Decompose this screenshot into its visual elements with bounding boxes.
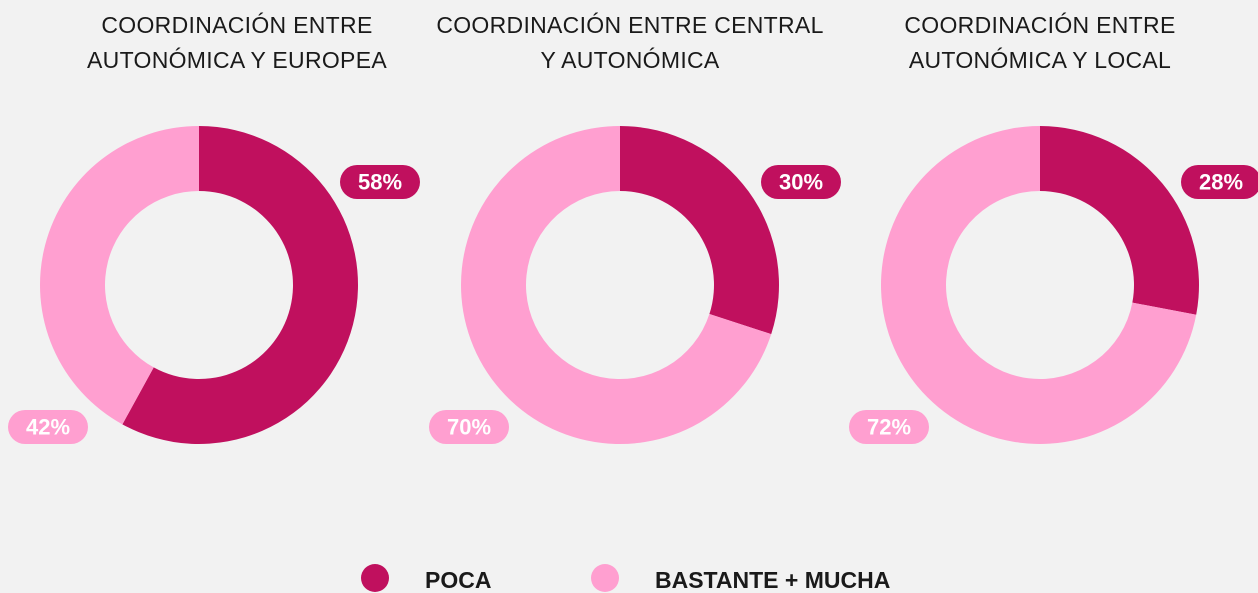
legend-label: POCA [425,567,491,593]
label-pill [849,410,929,444]
label-pill [8,410,88,444]
label-pill [761,165,841,199]
label-pill [340,165,420,199]
data-label: 42% [26,415,70,440]
data-label: 70% [447,415,491,440]
label-pill [1181,165,1258,199]
data-label: 58% [358,170,402,195]
donut-slice [880,126,1197,444]
chart-title: COORDINACIÓN ENTRE AUTONÓMICA Y LOCAL [904,12,1176,73]
donut-slice [40,126,199,425]
donut-slice [460,126,772,444]
legend-label: BASTANTE + MUCHA [655,567,890,593]
donut-slice [1040,126,1199,315]
label-pill [429,410,509,444]
data-label: 30% [779,170,823,195]
legend-swatch [591,564,619,592]
legend-swatch [361,564,389,592]
donut-slice [620,126,779,335]
donut-slice [122,126,359,444]
data-label: 28% [1199,170,1243,195]
chart-title: COORDINACIÓN ENTRE AUTONÓMICA Y EUROPEA [87,12,387,73]
data-label: 72% [867,415,911,440]
chart-title: COORDINACIÓN ENTRE CENTRAL Y AUTONÓMICA [436,12,824,73]
